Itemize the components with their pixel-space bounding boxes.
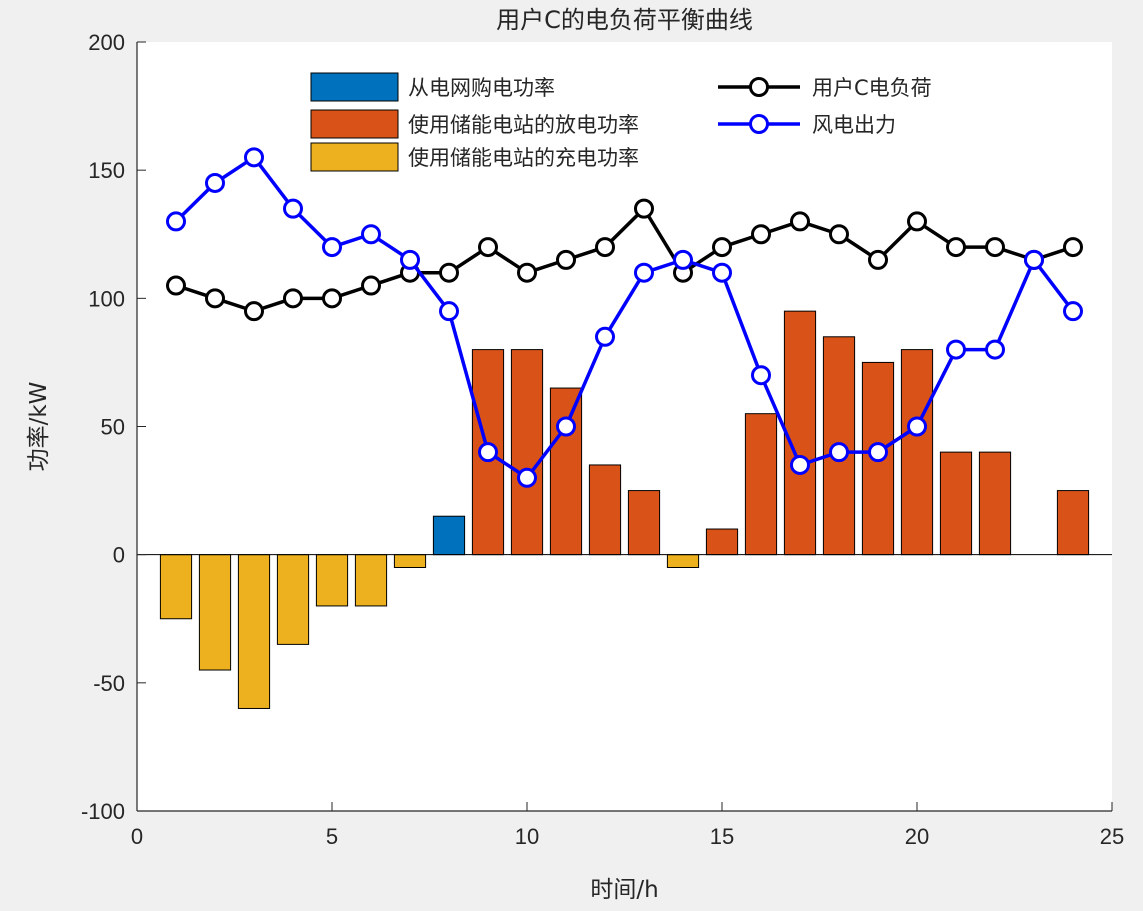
bar-s3-x6 [354, 554, 388, 607]
legend-swatch-bar-1 [310, 72, 399, 102]
point-s2-x15 [712, 262, 732, 283]
bar-s2-x21 [939, 451, 973, 556]
y-axis-title: 功率/kW [26, 382, 52, 472]
point-s1-x13 [634, 198, 654, 219]
point-s1-x8 [439, 262, 459, 283]
point-s1-x19 [868, 249, 888, 270]
y-tick-label-150: 150 [88, 158, 125, 183]
x-tick-label-0: 0 [131, 824, 143, 849]
bar-s2-x22 [978, 451, 1012, 556]
bar-s3-x5 [315, 554, 349, 607]
legend-swatch-marker-2 [749, 114, 769, 134]
x-tick-label-15: 15 [710, 824, 734, 849]
x-tick-label-25: 25 [1100, 824, 1124, 849]
point-s2-x10 [517, 467, 537, 488]
point-s1-x17 [790, 211, 810, 232]
legend-label-bar-3: 使用储能电站的充电功率 [408, 146, 639, 170]
point-s2-x12 [595, 326, 615, 347]
y-tick-label-0: 0 [113, 543, 125, 568]
point-s1-x5 [322, 288, 342, 309]
point-s1-x22 [985, 237, 1005, 258]
point-s2-x1 [166, 211, 186, 232]
point-s1-x4 [283, 288, 303, 309]
legend-label-bar-2: 使用储能电站的放电功率 [408, 113, 639, 137]
point-s2-x2 [205, 172, 225, 193]
point-s1-x12 [595, 237, 615, 258]
legend-swatch-bar-3 [310, 142, 399, 172]
x-axis-title: 时间/h [590, 877, 658, 903]
point-s2-x24 [1063, 301, 1083, 322]
y-tick-label-200: 200 [88, 30, 125, 55]
bar-s2-x20 [900, 349, 934, 556]
point-s1-x10 [517, 262, 537, 283]
point-s2-x11 [556, 416, 576, 437]
point-s2-x9 [478, 442, 498, 463]
point-s1-x3 [244, 301, 264, 322]
legend-label-line-1: 用户C电负荷 [812, 76, 932, 100]
point-s1-x6 [361, 275, 381, 296]
point-s2-x19 [868, 442, 888, 463]
y-tick-label-50: 50 [101, 415, 125, 440]
plot-area [137, 42, 1112, 811]
point-s1-x21 [946, 237, 966, 258]
point-s2-x23 [1024, 249, 1044, 270]
point-s2-x7 [400, 249, 420, 270]
bar-s2-x17 [783, 310, 817, 556]
chart-title: 用户C的电负荷平衡曲线 [496, 6, 753, 34]
point-s1-x11 [556, 249, 576, 270]
point-s1-x15 [712, 237, 732, 258]
line-group [166, 147, 1083, 488]
point-s1-x24 [1063, 237, 1083, 258]
bar-group [159, 310, 1090, 709]
bar-s2-x12 [588, 464, 622, 556]
bar-s2-x16 [744, 413, 778, 556]
x-tick-label-10: 10 [515, 824, 539, 849]
bar-s3-x4 [276, 554, 310, 645]
bar-s2-x11 [549, 387, 583, 556]
point-s2-x22 [985, 339, 1005, 360]
point-s2-x18 [829, 442, 849, 463]
point-s2-x16 [751, 365, 771, 386]
point-s2-x3 [244, 147, 264, 168]
bar-s3-x2 [198, 554, 232, 671]
point-s2-x6 [361, 224, 381, 245]
axes-group: 0 5 10 15 20 25 -100 -50 0 50 100 150 200 [81, 30, 1124, 849]
x-tick-label-5: 5 [326, 824, 338, 849]
bar-s3-x7 [393, 554, 427, 568]
point-s2-x13 [634, 262, 654, 283]
bar-s2-x10 [510, 349, 544, 556]
point-s2-x20 [907, 416, 927, 437]
point-s1-x1 [166, 275, 186, 296]
point-s1-x2 [205, 288, 225, 309]
legend-label-line-2: 风电出力 [812, 113, 896, 137]
bar-s3-x1 [159, 554, 193, 620]
point-s2-x8 [439, 301, 459, 322]
bar-s2-x13 [627, 490, 661, 556]
point-s1-x9 [478, 237, 498, 258]
legend-label-bar-1: 从电网购电功率 [408, 76, 555, 100]
bar-s1-x8 [432, 515, 466, 556]
point-s1-x20 [907, 211, 927, 232]
legend-swatch-marker-1 [749, 77, 769, 97]
bar-s3-x14 [666, 554, 700, 568]
point-s1-x18 [829, 224, 849, 245]
x-tick-label-20: 20 [905, 824, 929, 849]
point-s2-x5 [322, 237, 342, 258]
bar-s2-x15 [705, 528, 739, 556]
y-tick-label--50: -50 [93, 671, 125, 696]
y-tick-label--100: -100 [81, 799, 125, 824]
point-s2-x14 [673, 249, 693, 270]
y-tick-label-100: 100 [88, 286, 125, 311]
legend-swatch-bar-2 [310, 109, 399, 139]
point-s2-x4 [283, 198, 303, 219]
point-s2-x17 [790, 454, 810, 475]
point-s2-x21 [946, 339, 966, 360]
bar-s2-x24 [1056, 490, 1090, 556]
point-s1-x16 [751, 224, 771, 245]
bar-s3-x3 [237, 554, 271, 709]
